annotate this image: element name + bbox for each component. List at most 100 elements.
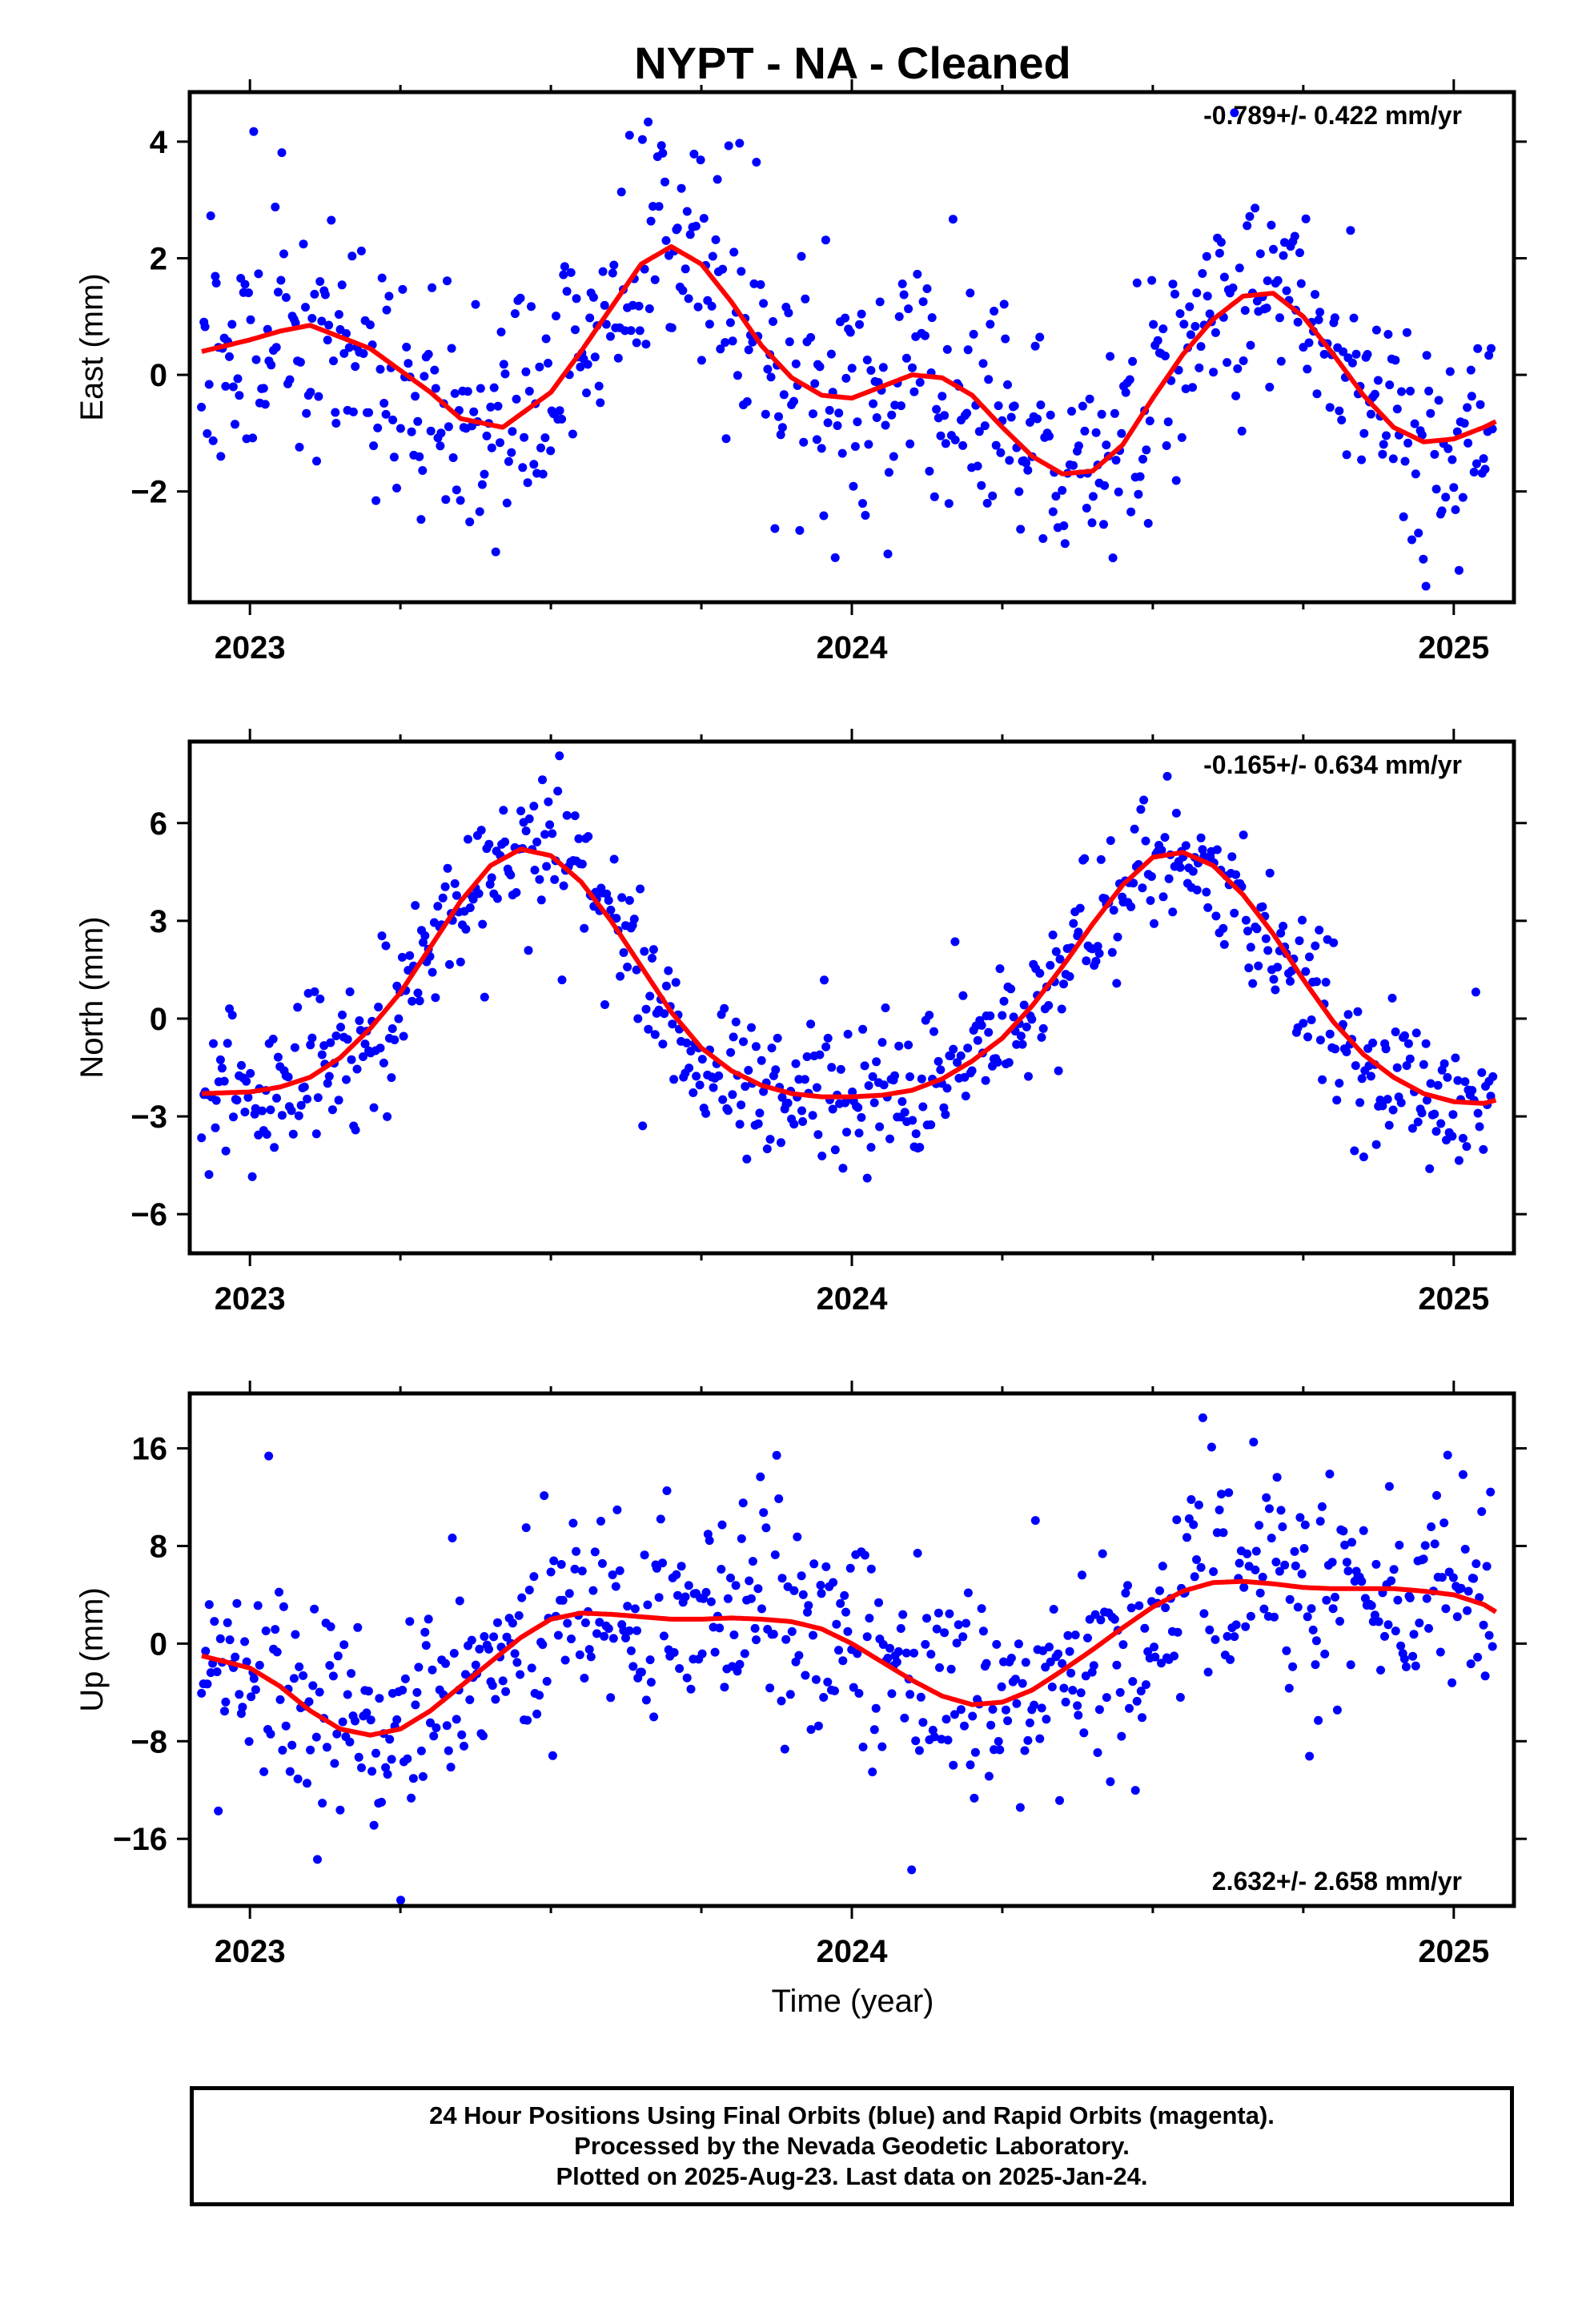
- data-point: [946, 1664, 956, 1674]
- data-point: [1173, 1627, 1182, 1637]
- data-point: [1093, 1748, 1102, 1757]
- data-point: [1402, 1061, 1411, 1071]
- data-point: [1387, 993, 1397, 1003]
- data-point: [644, 1024, 653, 1034]
- rate-annotation: -0.165+/- 0.634 mm/yr: [1203, 750, 1462, 779]
- data-point: [405, 951, 415, 960]
- y-tick-label: −3: [130, 1100, 167, 1135]
- data-point: [536, 895, 546, 905]
- data-point: [465, 1695, 475, 1704]
- data-point: [1080, 854, 1090, 863]
- data-point: [725, 318, 735, 328]
- data-point: [339, 1640, 349, 1650]
- data-point: [963, 1043, 973, 1053]
- data-point: [444, 422, 453, 432]
- data-point: [271, 343, 281, 352]
- y-tick-label: −16: [113, 1822, 167, 1857]
- data-point: [548, 829, 557, 838]
- data-point: [636, 1667, 646, 1677]
- data-point: [1467, 392, 1476, 401]
- x-tick-label: 2024: [817, 1281, 889, 1317]
- data-point: [843, 1029, 853, 1039]
- data-point: [521, 826, 531, 836]
- data-point: [872, 413, 881, 422]
- data-point: [330, 1759, 339, 1768]
- data-point: [779, 390, 789, 400]
- data-point: [892, 1657, 901, 1667]
- data-point: [1469, 1574, 1479, 1583]
- data-point: [1093, 942, 1102, 951]
- data-point: [272, 1647, 282, 1657]
- data-point: [613, 353, 623, 363]
- data-point: [866, 366, 876, 375]
- data-point: [1307, 1015, 1316, 1024]
- y-axis-label: North (mm): [74, 916, 110, 1078]
- data-point: [1027, 1015, 1037, 1024]
- data-point: [724, 141, 733, 151]
- data-point: [641, 1004, 651, 1014]
- data-point: [1417, 430, 1427, 440]
- data-point: [1315, 925, 1324, 935]
- data-point: [646, 216, 656, 226]
- data-point: [415, 452, 424, 461]
- data-point: [1349, 313, 1359, 323]
- data-point: [1396, 1641, 1406, 1651]
- data-point: [529, 802, 539, 811]
- data-point: [1003, 380, 1012, 389]
- data-point: [619, 948, 628, 957]
- data-point: [1001, 334, 1010, 344]
- data-point: [813, 1130, 823, 1140]
- data-point: [1425, 1164, 1435, 1173]
- data-point: [299, 1671, 308, 1680]
- data-point: [566, 267, 576, 277]
- data-point: [738, 1498, 748, 1508]
- data-point: [1246, 340, 1255, 350]
- data-point: [849, 481, 858, 491]
- data-point: [1469, 468, 1479, 476]
- data-point: [1311, 941, 1320, 951]
- data-point: [325, 1661, 335, 1671]
- data-point: [1436, 1119, 1446, 1128]
- data-point: [922, 1614, 931, 1623]
- data-point: [755, 1108, 765, 1118]
- data-point: [520, 432, 529, 442]
- data-point: [1355, 1098, 1365, 1108]
- data-point: [221, 1146, 231, 1156]
- data-point: [502, 498, 512, 508]
- data-point: [404, 359, 413, 368]
- data-point: [684, 1581, 693, 1590]
- data-point: [909, 1648, 918, 1658]
- data-point: [795, 525, 805, 535]
- data-point: [310, 289, 319, 299]
- data-point: [604, 22, 612, 31]
- x-tick-label: 2024: [817, 630, 889, 665]
- data-point: [744, 345, 753, 355]
- data-point: [973, 1035, 982, 1045]
- data-point: [626, 1646, 636, 1655]
- data-point: [909, 387, 919, 396]
- data-point: [400, 1674, 410, 1683]
- data-point: [562, 810, 572, 820]
- data-point: [813, 1721, 823, 1731]
- data-point: [905, 1072, 914, 1081]
- data-point: [338, 1010, 347, 1019]
- data-point: [571, 325, 580, 335]
- data-point: [636, 884, 645, 894]
- data-point: [1359, 1526, 1368, 1535]
- data-point: [623, 1602, 632, 1611]
- data-point: [1078, 1570, 1086, 1580]
- data-point: [1189, 1520, 1199, 1530]
- data-point: [590, 352, 600, 362]
- data-point: [1406, 386, 1415, 396]
- data-point: [1321, 978, 1331, 987]
- data-point: [1198, 1413, 1207, 1422]
- data-point: [1342, 1047, 1351, 1056]
- data-point: [728, 336, 737, 346]
- data-point: [729, 1032, 738, 1042]
- data-point: [521, 367, 531, 376]
- data-point: [335, 1805, 345, 1815]
- data-point: [769, 1630, 778, 1639]
- data-point: [352, 1064, 362, 1074]
- data-point: [1188, 866, 1198, 876]
- data-point: [685, 1063, 694, 1073]
